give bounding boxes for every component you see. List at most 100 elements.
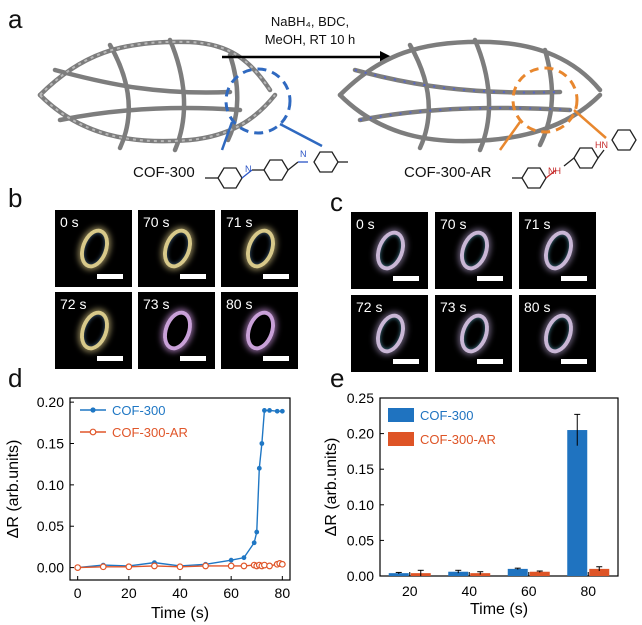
micro-c-3: 71 s: [519, 212, 596, 289]
micro-b-2: 70 s: [138, 210, 215, 287]
data-point: [262, 408, 267, 413]
y-tick-label: 0.20: [347, 426, 374, 442]
y-tick-label: 0.00: [37, 560, 64, 576]
x-tick-label: 80: [580, 583, 596, 599]
cof-300-highlight-circle: [224, 67, 292, 135]
data-point: [240, 562, 248, 570]
cof-300-framework: [37, 37, 278, 153]
reaction-conditions-line2: MeOH, RT 10 h: [264, 32, 356, 47]
y-tick-label: 0.05: [37, 518, 64, 534]
data-point: [176, 563, 184, 571]
data-point: [278, 560, 286, 568]
frame-time: 73 s: [143, 296, 170, 312]
data-point: [202, 562, 209, 570]
panel-label-a: a: [8, 4, 23, 34]
legend-label: COF-300: [420, 408, 473, 423]
y-tick-label: 0.10: [37, 477, 64, 493]
y-tick-label: 0.25: [347, 390, 374, 406]
y-axis-label: ΔR (arb.units): [5, 440, 22, 539]
reaction-conditions-line1: NaBH₄, BDC,: [270, 14, 350, 29]
frame-time: 70 s: [143, 214, 170, 230]
y-tick-label: 0.10: [347, 497, 374, 513]
data-point: [125, 563, 133, 571]
frame-time: 70 s: [440, 216, 467, 232]
series-line-0: [77, 409, 283, 569]
micro-b-5: 73 s: [138, 292, 215, 369]
chart-e: 0.00 0.05 0.10 0.15 0.20 0.25 20 40 60 80 Time (s)…: [323, 390, 619, 618]
micro-b-1: 0 s: [55, 210, 132, 287]
imine-n-label-2: N: [300, 149, 307, 159]
panel-label-b: b: [8, 183, 23, 213]
cof-300-ar-name: COF-300-AR: [404, 164, 492, 181]
x-tick-label: 20: [402, 583, 418, 599]
legend-label: COF-300-AR: [420, 432, 496, 447]
scale-bar: [477, 276, 503, 281]
frame-time: 71 s: [524, 216, 551, 232]
data-point: [256, 465, 262, 471]
legend-label: COF-300: [112, 403, 165, 418]
y-tick-label: 0.20: [37, 394, 64, 410]
data-point: [259, 441, 265, 446]
scale-bar: [477, 359, 503, 364]
bar-COF-300: [448, 571, 469, 576]
data-point: [279, 408, 285, 414]
frame-time: 73 s: [440, 299, 467, 315]
data-point: [254, 529, 260, 535]
cof-300-ar-molecule: [512, 129, 637, 189]
y-tick-label: 0.15: [37, 436, 64, 452]
scale-bar: [97, 356, 123, 361]
y-tick-label: 0.05: [347, 532, 374, 548]
x-tick-label: 0: [74, 585, 82, 601]
y-tick-label: 0.00: [347, 568, 374, 584]
x-tick-label: 40: [172, 585, 188, 601]
x-axis-label: Time (s): [470, 601, 528, 618]
panel-label-c: c: [330, 187, 343, 217]
bar-COF-300: [388, 573, 409, 576]
panel-label-d: d: [8, 363, 23, 393]
frame-time: 0 s: [60, 214, 79, 230]
micro-c-5: 73 s: [435, 295, 512, 372]
cof-300-name: COF-300: [133, 164, 195, 181]
y-tick-label: 0.15: [347, 461, 374, 477]
x-tick-label: 80: [275, 585, 291, 601]
frame-time: 80 s: [524, 299, 551, 315]
micro-b-4: 72 s: [55, 292, 132, 369]
bar-COF-300: [567, 430, 588, 576]
frame-time: 72 s: [356, 299, 383, 315]
scale-bar: [263, 356, 289, 361]
data-point: [266, 562, 273, 570]
bar-COF-300-AR: [529, 571, 550, 576]
data-point: [74, 564, 82, 571]
legend-marker: [90, 407, 96, 413]
data-point: [241, 555, 247, 561]
frame-time: 71 s: [226, 214, 253, 230]
chart-d: 0 20 40 60 80 0.00 0.05 0.10 0.15 0.20 Time (s) ΔR …: [5, 394, 291, 622]
frame-time: 80 s: [226, 296, 253, 312]
micro-c-1: 0 s: [351, 212, 428, 289]
data-point: [267, 408, 272, 413]
bar-COF-300-AR: [589, 568, 610, 576]
legend-marker: [89, 428, 97, 436]
panel-label-e: e: [330, 363, 345, 393]
scale-bar: [561, 276, 587, 281]
data-point: [151, 562, 158, 570]
scale-bar: [561, 359, 587, 364]
cof-300-molecule: [205, 151, 348, 189]
scale-bar: [97, 274, 123, 279]
data-point: [227, 562, 235, 570]
micro-b-6: 80 s: [221, 292, 298, 369]
micro-c-4: 72 s: [351, 295, 428, 372]
micro-c-6: 80 s: [519, 295, 596, 372]
micro-c-2: 70 s: [435, 212, 512, 289]
panel-a-schematic: [37, 37, 637, 189]
amine-label-2: HN: [595, 140, 608, 150]
data-point: [228, 557, 234, 563]
data-point: [251, 540, 257, 546]
scale-bar: [180, 274, 206, 279]
x-tick-label: 60: [223, 585, 239, 601]
bar-COF-300: [507, 568, 528, 576]
frame-time: 0 s: [356, 216, 375, 232]
x-tick-label: 60: [521, 583, 537, 599]
scale-bar: [263, 274, 289, 279]
amine-label-1: NH: [548, 166, 561, 176]
